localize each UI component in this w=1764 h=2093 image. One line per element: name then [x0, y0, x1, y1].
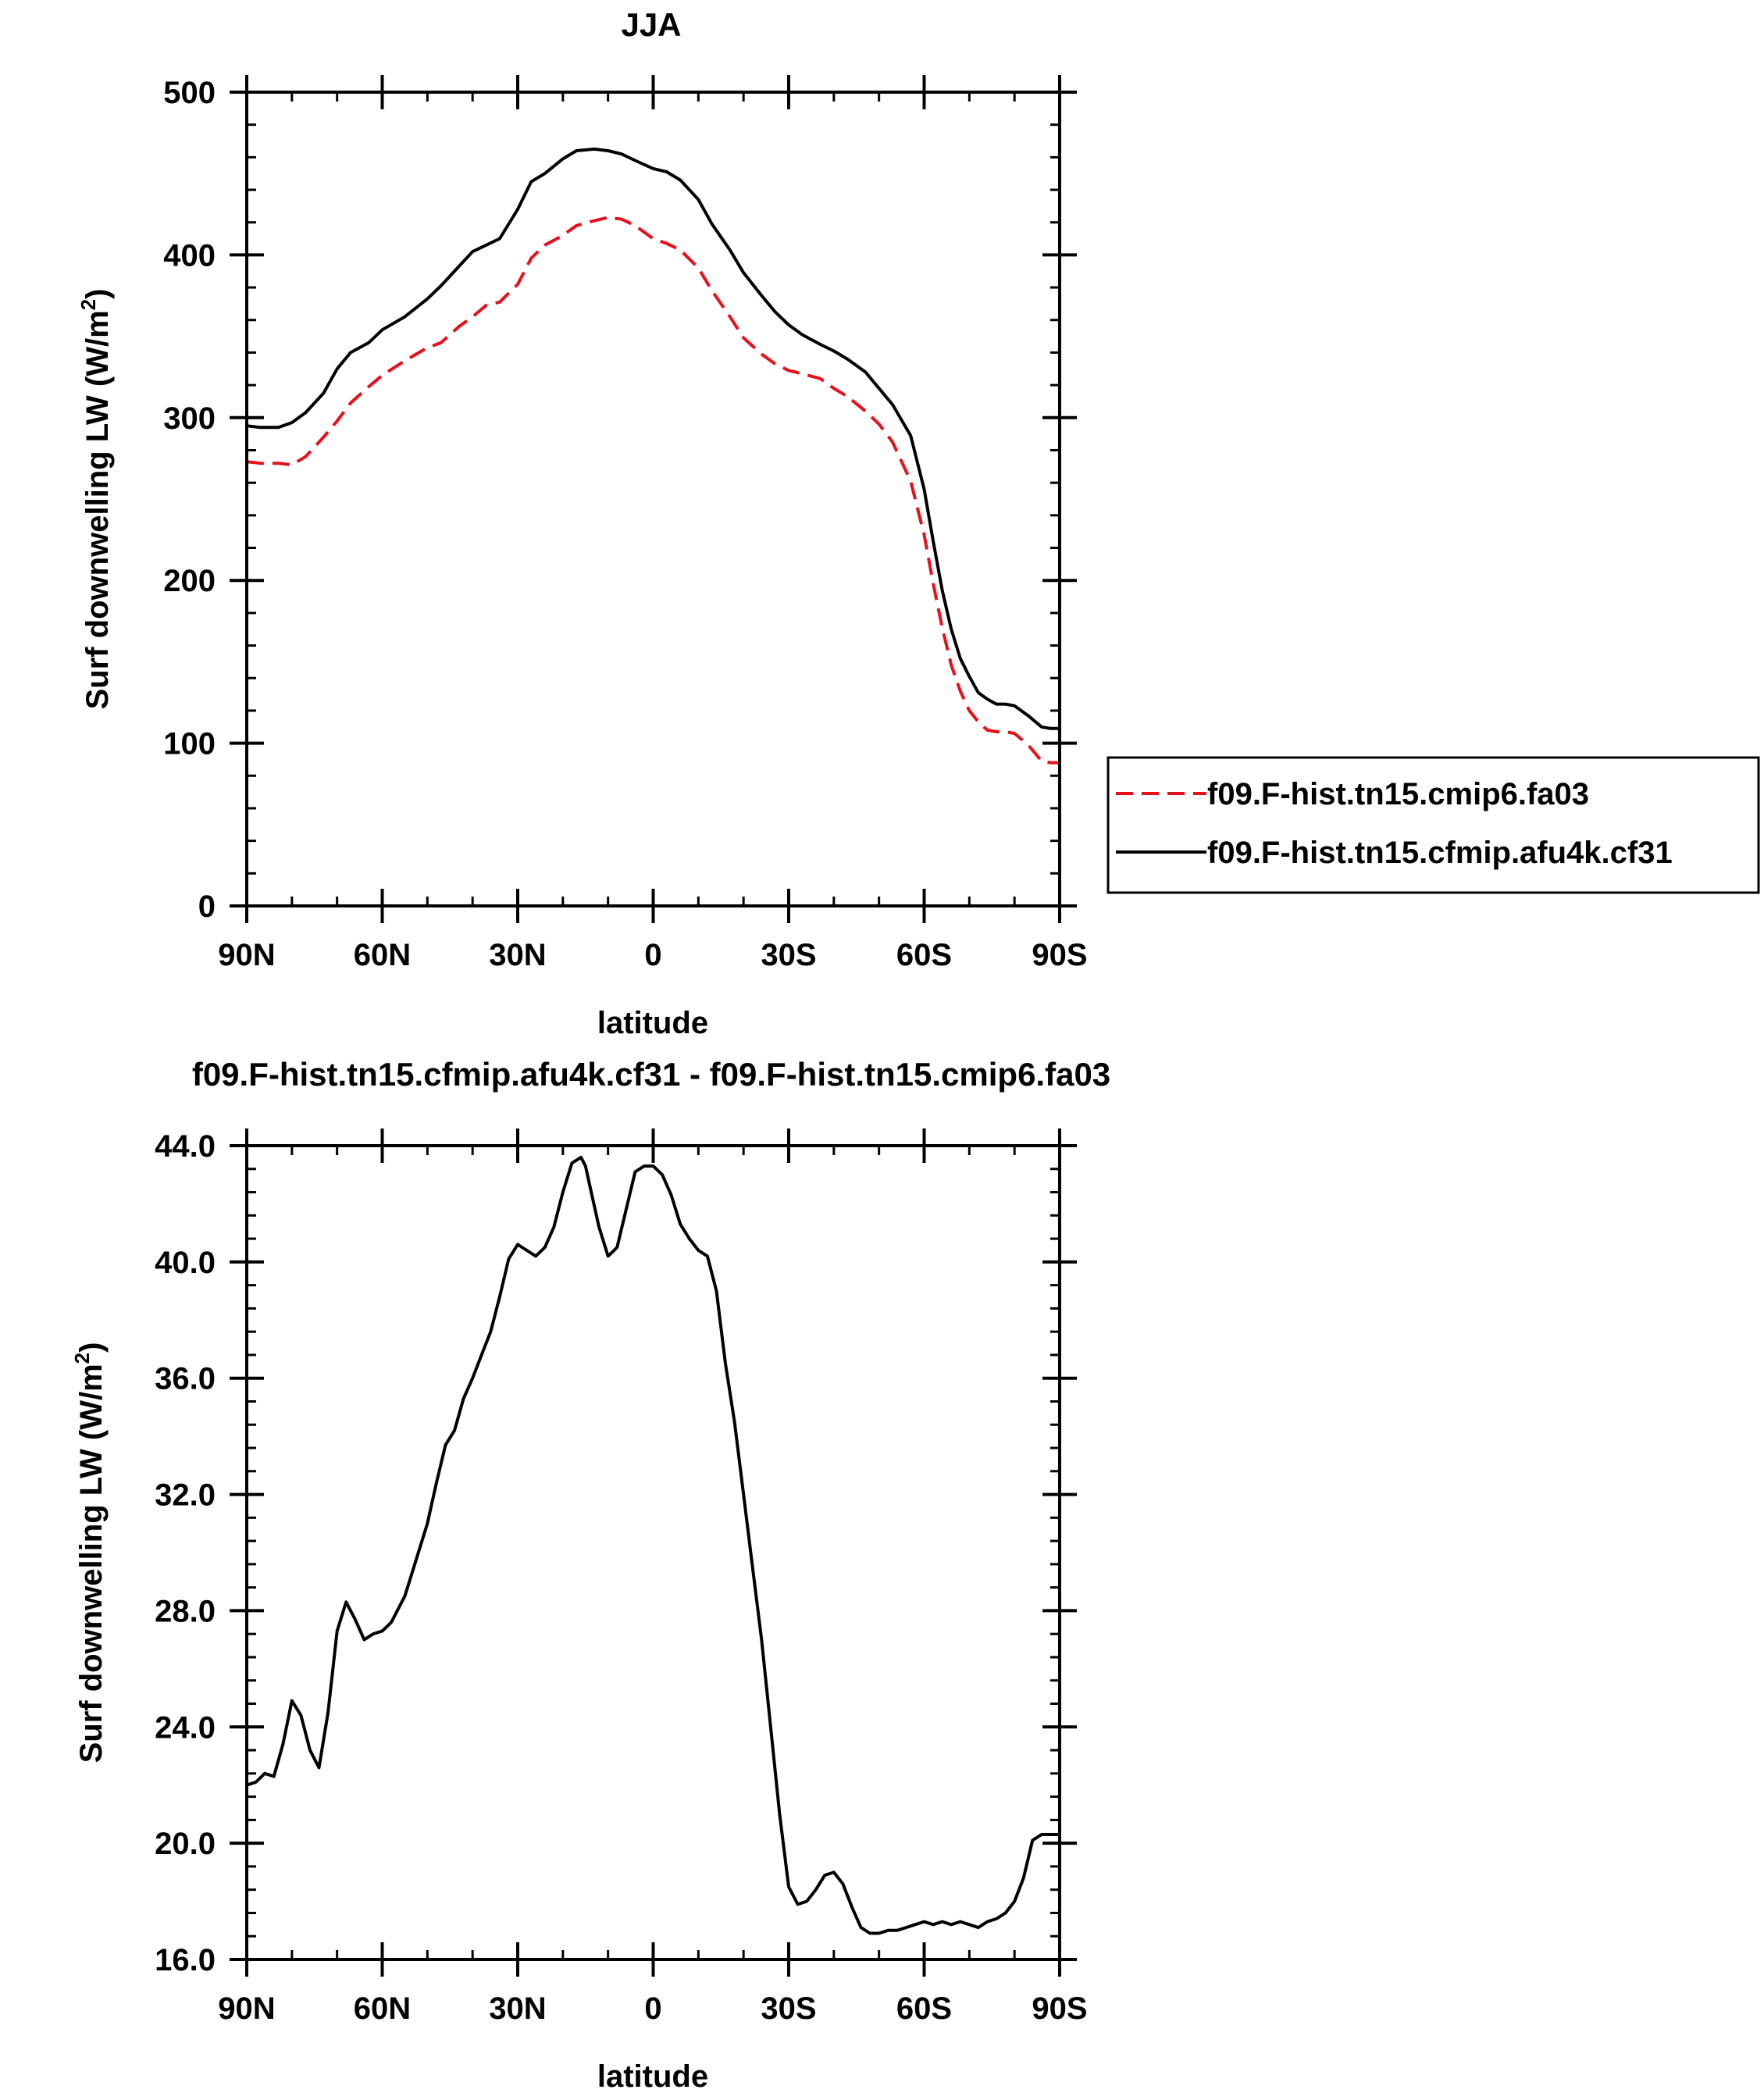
- top-plot-frame: [245, 91, 1061, 907]
- top-x-axis-label: latitude: [597, 1006, 708, 1040]
- bottom-x-axis-label: latitude: [597, 2059, 708, 2093]
- top-axis-ticks: [230, 75, 1077, 923]
- top-panel: JJA 0 100 200 300 400 500 90N 60N 30N 0 30S 60S 90S…: [77, 6, 1760, 1040]
- top-y-axis-label-sup: 2: [77, 299, 100, 310]
- top-y-axis-label-main: Surf downwelling LW (W/m: [80, 310, 115, 709]
- top-xtick-label-3: 0: [644, 938, 661, 972]
- top-xtick-label-2: 30N: [489, 938, 546, 972]
- top-xtick-label-6: 90S: [1032, 938, 1087, 972]
- bottom-series-group: [246, 1155, 1060, 1935]
- bottom-panel: f09.F-hist.tn15.cfmip.afu4k.cf31 - f09.F…: [70, 1056, 1110, 2093]
- bot-xtick-label-0: 90N: [218, 1991, 275, 2026]
- bottom-y-axis-label-close: ): [74, 1342, 109, 1353]
- bot-xtick-label-3: 0: [644, 1991, 661, 2026]
- top-series-group: [246, 147, 1060, 765]
- top-y-axis-label-close: ): [80, 289, 115, 299]
- bot-ytick-label-5: 36.0: [155, 1362, 216, 1396]
- legend-label-cfmip: f09.F-hist.tn15.cfmip.afu4k.cf31: [1207, 836, 1673, 870]
- top-xtick-label-0: 90N: [218, 938, 275, 972]
- bot-ytick-label-2: 24.0: [155, 1710, 216, 1745]
- bot-ytick-label-0: 16.0: [155, 1943, 216, 1977]
- bot-ytick-label-3: 28.0: [155, 1594, 216, 1628]
- bot-ytick-label-6: 40.0: [155, 1246, 216, 1280]
- legend: f09.F-hist.tn15.cmip6.fa03 f09.F-hist.tn…: [1107, 756, 1760, 894]
- bot-ytick-label-1: 20.0: [155, 1827, 216, 1861]
- bot-ytick-label-7: 44.0: [155, 1129, 216, 1164]
- top-x-tick-labels: 90N 60N 30N 0 30S 60S 90S: [218, 938, 1087, 972]
- legend-box: [1107, 756, 1760, 894]
- top-xtick-label-5: 60S: [896, 938, 952, 972]
- top-ytick-label-1: 100: [163, 727, 216, 761]
- top-ytick-label-3: 300: [163, 401, 216, 436]
- bottom-y-axis-label: Surf downwelling LW (W/m2): [70, 1342, 109, 1763]
- top-series-line-1: [246, 147, 1060, 730]
- top-ytick-label-4: 400: [163, 238, 216, 273]
- bottom-chart-title: f09.F-hist.tn15.cfmip.afu4k.cf31 - f09.F…: [192, 1056, 1110, 1093]
- bot-xtick-label-6: 90S: [1032, 1991, 1087, 2026]
- top-chart-title: JJA: [621, 6, 681, 43]
- top-xtick-label-4: 30S: [761, 938, 816, 972]
- top-xtick-label-1: 60N: [354, 938, 411, 972]
- bottom-axis-ticks: [230, 1129, 1077, 1977]
- bot-xtick-label-5: 60S: [896, 1991, 952, 2026]
- bottom-y-axis-label-sup: 2: [70, 1353, 94, 1364]
- top-ytick-label-0: 0: [198, 890, 216, 924]
- bot-xtick-label-2: 30N: [489, 1991, 546, 2026]
- top-y-tick-labels: 0 100 200 300 400 500: [163, 76, 216, 924]
- legend-label-cmip6: f09.F-hist.tn15.cmip6.fa03: [1207, 777, 1589, 811]
- bottom-plot-frame: [245, 1144, 1061, 1961]
- bot-xtick-label-4: 30S: [761, 1991, 816, 2026]
- bot-xtick-label-1: 60N: [354, 1991, 411, 2026]
- top-ytick-label-5: 500: [163, 76, 216, 110]
- bot-series-line-0: [246, 1155, 1060, 1935]
- bottom-y-tick-labels: 16.0 20.0 24.0 28.0 32.0 36.0 40.0 44.0: [155, 1129, 216, 1977]
- bottom-x-tick-labels: 90N 60N 30N 0 30S 60S 90S: [218, 1991, 1087, 2026]
- bot-ytick-label-4: 32.0: [155, 1478, 216, 1513]
- top-y-axis-label: Surf downwelling LW (W/m2): [77, 289, 115, 710]
- top-ytick-label-2: 200: [163, 564, 216, 598]
- top-series-line-0: [246, 216, 1060, 765]
- bottom-y-axis-label-main: Surf downwelling LW (W/m: [74, 1364, 109, 1763]
